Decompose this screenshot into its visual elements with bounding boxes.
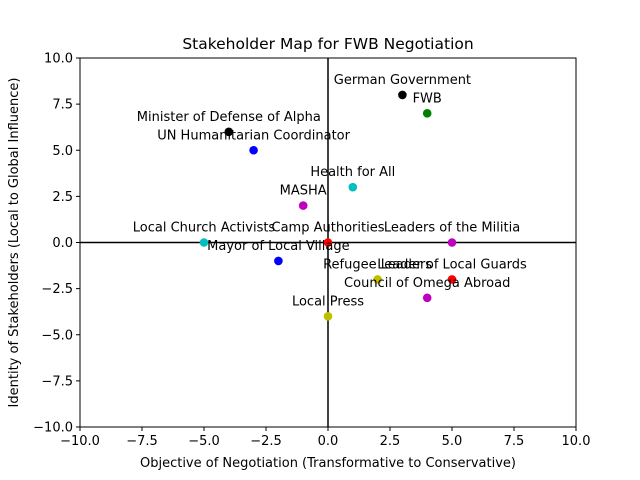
y-tick-label: 10.0 <box>44 52 73 67</box>
y-axis-label: Identity of Stakeholders (Local to Globa… <box>7 78 22 408</box>
data-point <box>422 293 432 303</box>
y-axis-ticks: −10.0 −7.5 −5.0 −2.5 0.0 2.5 5.0 7.5 10.0 <box>33 52 80 436</box>
data-point <box>422 109 432 118</box>
x-axis-label: Objective of Negotiation (Transformative… <box>140 456 516 471</box>
data-point <box>298 201 308 210</box>
x-tick-label: −7.5 <box>126 434 158 449</box>
data-point-label: German Government <box>334 73 471 88</box>
data-point <box>323 312 333 321</box>
x-tick-label: −5.0 <box>188 434 220 449</box>
data-point-labels: German Government FWB Minister of Defense … <box>133 73 527 309</box>
x-tick-label: 5.0 <box>442 434 463 449</box>
y-tick-label: 2.5 <box>52 190 73 205</box>
x-tick-label: 2.5 <box>380 434 401 449</box>
data-point <box>348 182 358 192</box>
data-points <box>199 90 457 321</box>
data-point-label: UN Humanitarian Coordinator <box>157 128 350 143</box>
data-point-label: Leader of Local Guards <box>377 257 527 272</box>
x-axis-ticks: −10.0 −7.5 −5.0 −2.5 0.0 2.5 5.0 7.5 10.0 <box>60 427 590 449</box>
x-tick-label: 7.5 <box>504 434 525 449</box>
data-point-label: Camp Authorities <box>272 221 385 236</box>
y-tick-label: 5.0 <box>52 144 73 159</box>
y-tick-label: 0.0 <box>52 236 73 251</box>
data-point-label: Leaders of the Militia <box>384 221 520 236</box>
data-point <box>373 275 382 284</box>
data-point-label: MASHA <box>280 184 327 199</box>
plot-frame <box>79 57 577 428</box>
data-point-label: Refugee Leaders <box>323 257 432 272</box>
data-point-label: Health for All <box>310 165 395 180</box>
data-point <box>447 275 457 284</box>
y-tick-label: −10.0 <box>33 421 73 436</box>
x-tick-label: −2.5 <box>250 434 282 449</box>
data-point <box>323 238 333 247</box>
x-tick-label: 10.0 <box>562 434 591 449</box>
data-point <box>224 127 234 137</box>
data-point-label: FWB <box>413 91 442 106</box>
data-point <box>447 238 457 247</box>
data-point-label: Local Press <box>292 294 364 309</box>
y-tick-label: −5.0 <box>41 328 73 343</box>
data-point <box>274 256 283 266</box>
y-tick-label: −7.5 <box>41 374 73 389</box>
data-point-label: Mayor of Local Village <box>207 239 349 254</box>
data-point-label: Local Church Activists <box>133 221 276 236</box>
data-point <box>398 90 407 100</box>
x-tick-label: −10.0 <box>60 434 100 449</box>
data-point <box>249 145 258 155</box>
chart-title: Stakeholder Map for FWB Negotiation <box>182 35 473 53</box>
y-tick-label: 7.5 <box>52 98 73 113</box>
data-point-label: Council of Omega Abroad <box>344 276 510 291</box>
x-tick-label: 0.0 <box>318 434 339 449</box>
y-tick-label: −2.5 <box>41 282 73 297</box>
data-point-label: Minister of Defense of Alpha <box>137 110 321 125</box>
data-point <box>199 238 209 247</box>
